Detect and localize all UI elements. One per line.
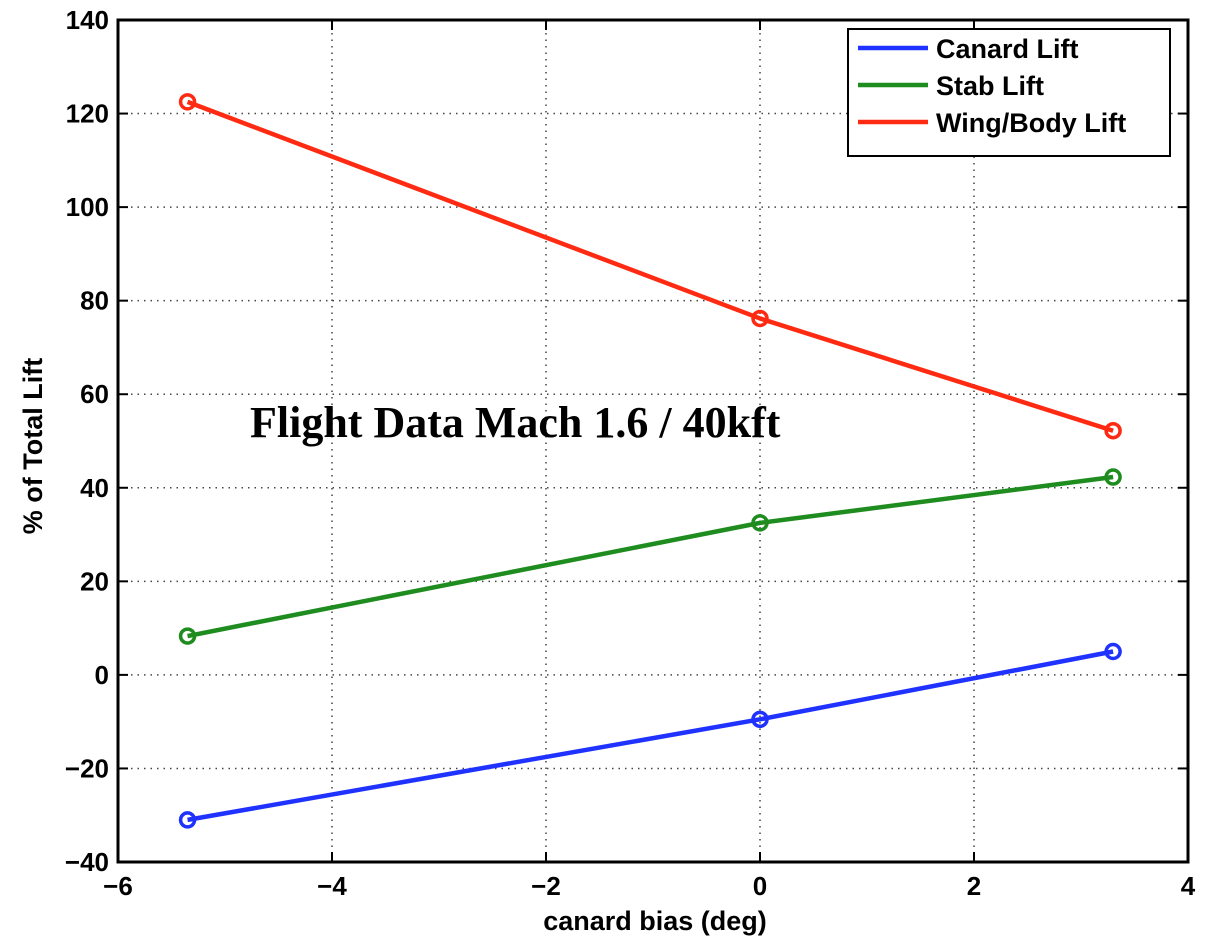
data-point-wing-body-lift — [1104, 421, 1122, 440]
plot-frame — [116, 18, 1190, 864]
legend-label: Stab Lift — [936, 71, 1044, 101]
data-point-wing-body-lift — [751, 309, 769, 328]
legend-label: Canard Lift — [936, 34, 1079, 64]
data-point-wing-body-lift — [178, 93, 197, 111]
data-point-stab-lift — [1104, 468, 1122, 486]
series-line-wing-body-lift — [186, 99, 1114, 433]
y-axis-label: % of Total Lift — [18, 358, 48, 534]
series-group — [178, 93, 1122, 829]
x-tick-label: −4 — [317, 871, 347, 901]
y-tick-label: 40 — [80, 473, 109, 503]
x-tick-label: 0 — [753, 871, 767, 901]
data-point-stab-lift — [178, 627, 197, 645]
x-tick-label: 4 — [1181, 871, 1196, 901]
data-point-canard-lift — [1104, 642, 1122, 661]
x-tick-label: 2 — [967, 871, 981, 901]
y-tick-label: −20 — [65, 753, 109, 783]
x-axis-label: canard bias (deg) — [543, 906, 767, 936]
y-tick-label: 0 — [95, 660, 109, 690]
legend-label: Wing/Body Lift — [936, 108, 1126, 138]
chart-annotation: Flight Data Mach 1.6 / 40kft — [250, 398, 781, 447]
series-line-canard-lift — [187, 649, 1114, 823]
x-tick-label: −6 — [103, 871, 133, 901]
data-point-canard-lift — [178, 811, 197, 829]
y-tick-label: 140 — [66, 5, 109, 35]
series-line-stab-lift — [187, 474, 1114, 639]
y-tick-label: 60 — [80, 379, 109, 409]
y-tick-label: 120 — [66, 99, 109, 129]
x-tick-label: −2 — [531, 871, 561, 901]
y-tick-label: 100 — [66, 192, 109, 222]
data-point-canard-lift — [751, 710, 769, 729]
y-tick-label: 20 — [80, 566, 109, 596]
y-tick-label: −40 — [65, 847, 109, 877]
legend: Canard Lift Stab Lift Wing/Body Lift — [847, 28, 1171, 157]
y-tick-label: 80 — [80, 286, 109, 316]
data-point-stab-lift — [751, 514, 769, 532]
